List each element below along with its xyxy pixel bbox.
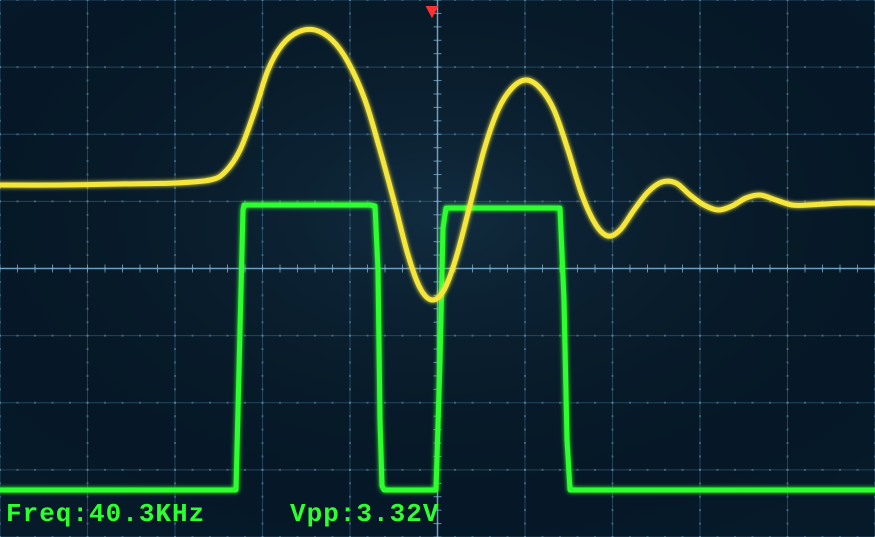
freq-label: Freq: xyxy=(6,499,89,529)
measurement-freq: Freq:40.3KHz xyxy=(6,499,205,529)
scope-canvas xyxy=(0,0,875,537)
vpp-label: Vpp: xyxy=(290,499,356,529)
freq-value: 40.3KHz xyxy=(89,499,205,529)
vpp-value: 3.32V xyxy=(356,499,439,529)
oscilloscope-display: ▼ Freq:40.3KHz Vpp:3.32V xyxy=(0,0,875,537)
measurement-vpp: Vpp:3.32V xyxy=(290,499,439,529)
trigger-marker-icon: ▼ xyxy=(425,0,438,25)
